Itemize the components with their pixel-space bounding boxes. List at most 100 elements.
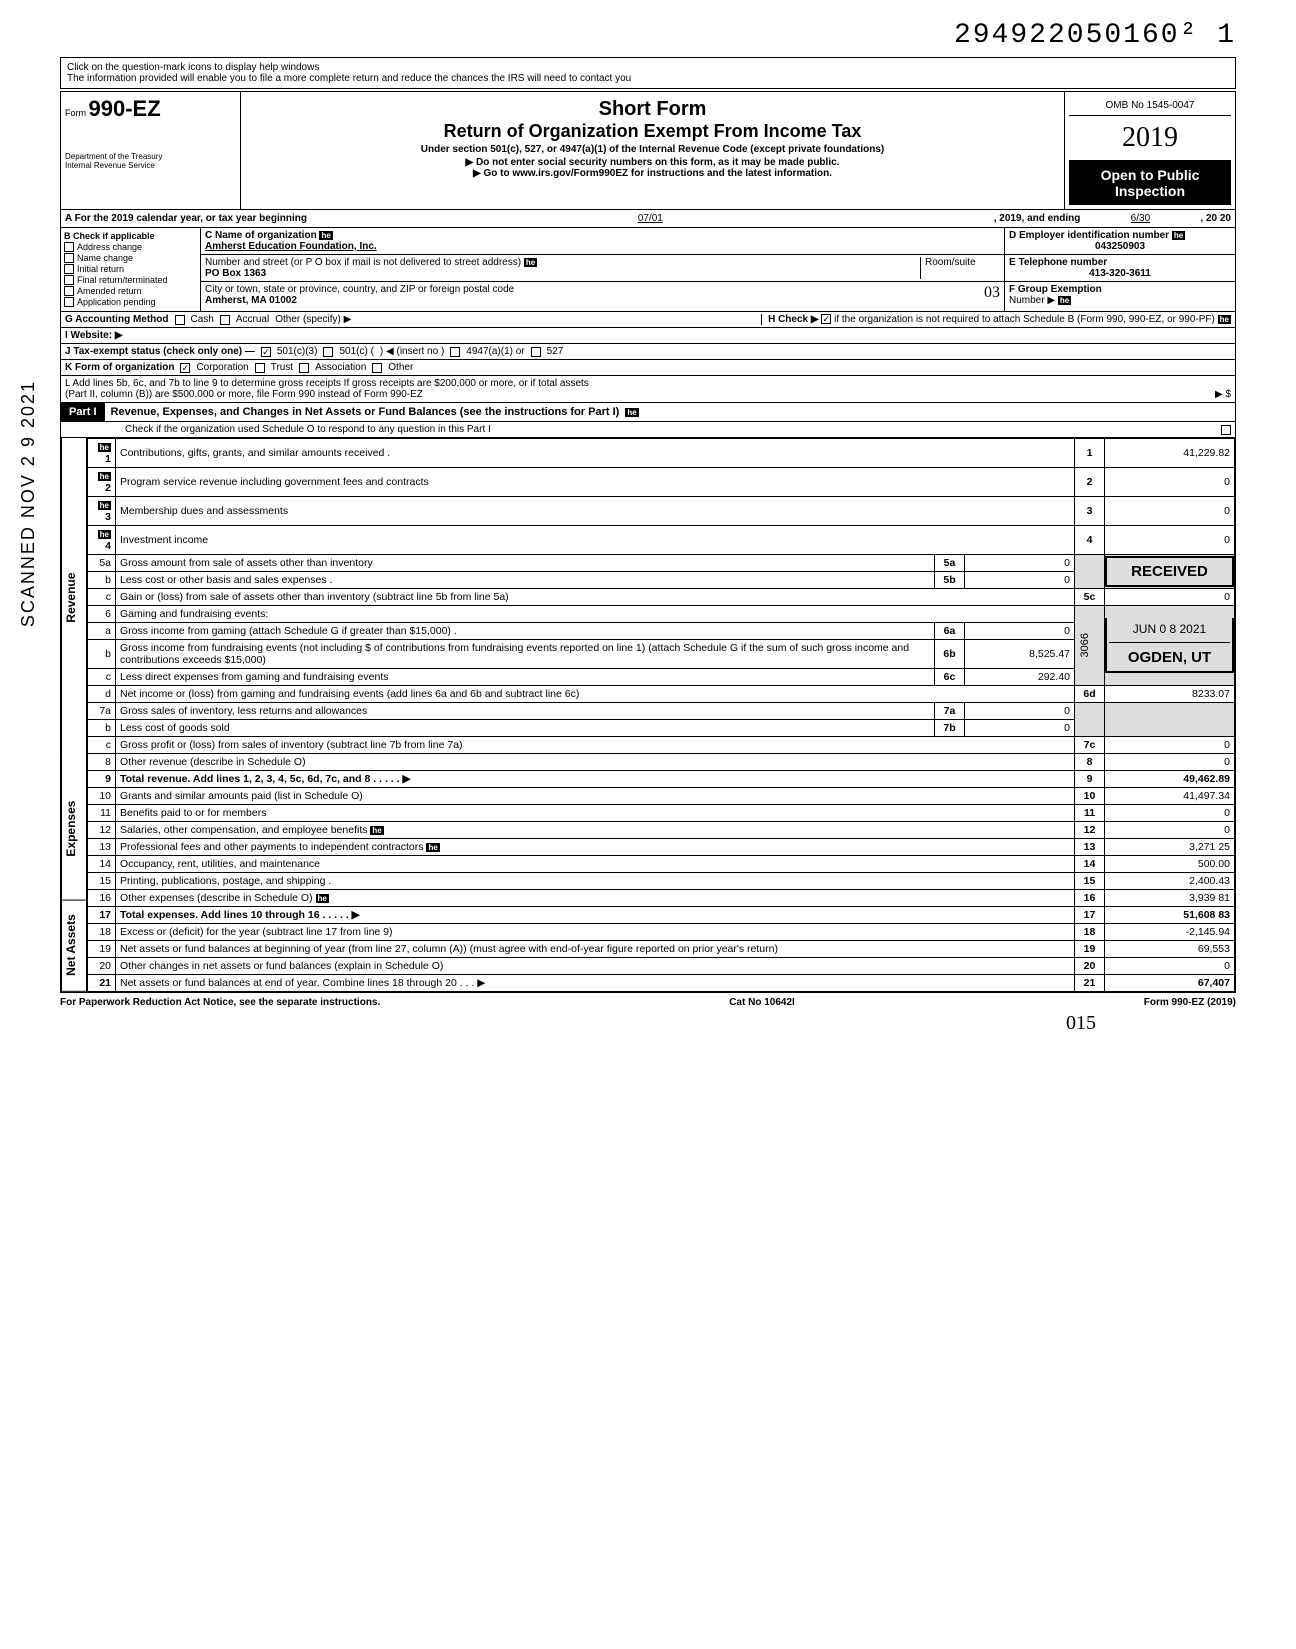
cb-527[interactable] bbox=[531, 347, 541, 357]
g-accrual: Accrual bbox=[236, 314, 269, 325]
n6a: a bbox=[88, 623, 116, 640]
title-short: Short Form bbox=[247, 98, 1058, 121]
c-city-value: Amherst, MA 01002 bbox=[205, 295, 297, 306]
row-a-label: A For the 2019 calendar year, or tax yea… bbox=[65, 213, 307, 224]
b-label: B Check if applicable bbox=[64, 231, 197, 241]
footer-left: For Paperwork Reduction Act Notice, see … bbox=[60, 997, 380, 1008]
row-a-suffix: , 20 20 bbox=[1200, 213, 1231, 224]
v6d: 8233.07 bbox=[1105, 686, 1235, 703]
open-public-1: Open to Public bbox=[1073, 167, 1227, 183]
n3: 3 bbox=[105, 511, 111, 523]
g-cash: Cash bbox=[191, 314, 214, 325]
v19: 69,553 bbox=[1105, 941, 1235, 958]
c4: 4 bbox=[1075, 526, 1105, 555]
b-opt-3: Final return/terminated bbox=[77, 275, 168, 285]
lines-table: he 1Contributions, gifts, grants, and si… bbox=[87, 438, 1235, 992]
c-label: C Name of organization bbox=[205, 230, 317, 241]
header-left: Form 990-EZ Department of the Treasury I… bbox=[61, 92, 241, 209]
n7c: c bbox=[88, 737, 116, 754]
b-opt-4: Amended return bbox=[77, 286, 142, 296]
d-label: D Employer identification number bbox=[1009, 230, 1169, 241]
footer: For Paperwork Reduction Act Notice, see … bbox=[60, 993, 1236, 1012]
received-title: RECEIVED bbox=[1109, 561, 1230, 582]
row-a-begin: 07/01 bbox=[307, 213, 994, 224]
d6c: Less direct expenses from gaming and fun… bbox=[116, 669, 935, 686]
mv6b: 8,525.47 bbox=[965, 640, 1075, 669]
row-j: J Tax-exempt status (check only one) — 5… bbox=[60, 344, 1236, 360]
v16: 3,939 81 bbox=[1105, 890, 1235, 907]
d5b: Less cost or other basis and sales expen… bbox=[116, 572, 935, 589]
cb-final-return[interactable] bbox=[64, 275, 74, 285]
n12: 12 bbox=[88, 822, 116, 839]
e-label: E Telephone number bbox=[1009, 257, 1107, 268]
k-label: K Form of organization bbox=[65, 362, 174, 373]
received-stamp-body: JUN 0 8 2021 OGDEN, UT bbox=[1105, 618, 1234, 673]
mv6c: 292.40 bbox=[965, 669, 1075, 686]
c15: 15 bbox=[1075, 873, 1105, 890]
b-opt-0: Address change bbox=[77, 242, 142, 252]
note-ssn: Do not enter social security numbers on … bbox=[247, 157, 1058, 168]
d5a: Gross amount from sale of assets other t… bbox=[116, 555, 935, 572]
form-prefix: Form bbox=[65, 108, 86, 118]
c-addr-label: Number and street (or P O box if mail is… bbox=[205, 257, 521, 268]
title-main: Return of Organization Exempt From Incom… bbox=[247, 121, 1058, 142]
cb-cash[interactable] bbox=[175, 315, 185, 325]
cb-initial-return[interactable] bbox=[64, 264, 74, 274]
d2: Program service revenue including govern… bbox=[116, 468, 1075, 497]
n21: 21 bbox=[88, 975, 116, 992]
j-501c: 501(c) ( bbox=[339, 346, 373, 357]
cb-501c[interactable] bbox=[323, 347, 333, 357]
d4: Investment income bbox=[116, 526, 1075, 555]
header-center: Short Form Return of Organization Exempt… bbox=[241, 92, 1065, 209]
cb-application-pending[interactable] bbox=[64, 297, 74, 307]
cb-name-change[interactable] bbox=[64, 253, 74, 263]
d6: Gaming and fundraising events: bbox=[116, 606, 1075, 623]
cb-other-org[interactable] bbox=[372, 363, 382, 373]
c20: 20 bbox=[1075, 958, 1105, 975]
cb-501c3[interactable] bbox=[261, 347, 271, 357]
col-d: D Employer identification number he 0432… bbox=[1005, 228, 1235, 311]
row-a-end: 6/30 bbox=[1080, 213, 1200, 224]
document-locator-number: 294922050160² 1 bbox=[60, 20, 1236, 51]
part1-label: Part I bbox=[61, 403, 105, 421]
cb-accrual[interactable] bbox=[220, 315, 230, 325]
d5c: Gain or (loss) from sale of assets other… bbox=[116, 589, 1075, 606]
c21: 21 bbox=[1075, 975, 1105, 992]
cb-schedule-b[interactable] bbox=[821, 314, 831, 324]
n6: 6 bbox=[88, 606, 116, 623]
d14: Occupancy, rent, utilities, and maintena… bbox=[116, 856, 1075, 873]
l-text-2: (Part II, column (B)) are $500,000 or mo… bbox=[65, 389, 423, 400]
v14: 500.00 bbox=[1105, 856, 1235, 873]
part1-check-row: Check if the organization used Schedule … bbox=[60, 422, 1236, 438]
d19: Net assets or fund balances at beginning… bbox=[116, 941, 1075, 958]
f-label: F Group Exemption bbox=[1009, 284, 1102, 295]
l-text-1: L Add lines 5b, 6c, and 7b to line 9 to … bbox=[65, 378, 1231, 389]
received-side: 3066 bbox=[1079, 633, 1091, 657]
cb-address-change[interactable] bbox=[64, 242, 74, 252]
scanned-stamp: SCANNED NOV 2 9 2021 bbox=[18, 380, 39, 627]
mv7b: 0 bbox=[965, 720, 1075, 737]
b-opt-5: Application pending bbox=[77, 297, 156, 307]
d1: Contributions, gifts, grants, and simila… bbox=[116, 439, 1075, 468]
help-line-2: The information provided will enable you… bbox=[67, 73, 1229, 84]
cb-amended-return[interactable] bbox=[64, 286, 74, 296]
cb-association[interactable] bbox=[299, 363, 309, 373]
cb-trust[interactable] bbox=[255, 363, 265, 373]
c18: 18 bbox=[1075, 924, 1105, 941]
n20: 20 bbox=[88, 958, 116, 975]
d17: Total expenses. Add lines 10 through 16 bbox=[120, 909, 320, 921]
d6d: Net income or (loss) from gaming and fun… bbox=[116, 686, 1075, 703]
c14: 14 bbox=[1075, 856, 1105, 873]
cb-corporation[interactable] bbox=[180, 363, 190, 373]
cb-schedule-o[interactable] bbox=[1221, 425, 1231, 435]
mv5b: 0 bbox=[965, 572, 1075, 589]
c3: 3 bbox=[1075, 497, 1105, 526]
v12: 0 bbox=[1105, 822, 1235, 839]
b-opt-2: Initial return bbox=[77, 264, 124, 274]
c-org-name: Amherst Education Foundation, Inc. bbox=[205, 241, 377, 252]
v21: 67,407 bbox=[1105, 975, 1235, 992]
dept-irs: Internal Revenue Service bbox=[65, 161, 236, 170]
footer-mid: Cat No 10642I bbox=[729, 997, 795, 1008]
side-labels: Revenue Expenses Net Assets bbox=[61, 438, 87, 992]
cb-4947[interactable] bbox=[450, 347, 460, 357]
